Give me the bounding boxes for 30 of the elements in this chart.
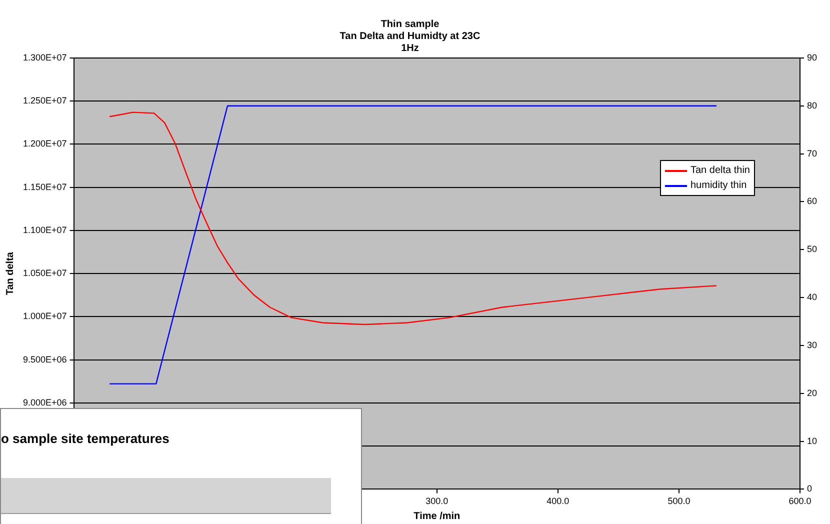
y2-tick-label: 20 [806, 388, 818, 398]
chart-title: Thin sample Tan Delta and Humidty at 23C 1Hz [340, 18, 480, 54]
y2-tick-label: 70 [806, 148, 818, 158]
y2-tick-label: 40 [806, 292, 818, 302]
y-tick-label: 9.500E+06 [22, 354, 67, 364]
y2-tick-label: 50 [806, 244, 818, 254]
y-axis-title: Tan delta [4, 252, 16, 296]
overlapping-window: o sample site temperatures [0, 408, 362, 524]
y2-tick-label: 60 [806, 196, 818, 206]
y-tick-label: 1.150E+07 [22, 182, 67, 192]
y-tick-label: 1.100E+07 [22, 224, 67, 235]
x-tick-label: 400.0 [546, 496, 570, 506]
y-tick-label: 1.200E+07 [22, 138, 67, 149]
x-tick-label: 600.0 [788, 496, 812, 506]
y2-tick-label: 80 [806, 100, 818, 110]
y2-tick-label: 0 [806, 484, 812, 494]
y-tick-label: 1.300E+07 [22, 52, 67, 62]
legend-label: Tan delta thin [690, 164, 750, 178]
legend-label: humidity thin [690, 179, 748, 193]
y-tick-label: 1.050E+07 [22, 268, 67, 278]
y-tick-label: 9.000E+06 [22, 397, 67, 408]
y2-tick-label: 10 [806, 436, 818, 446]
y2-tick-label: 90 [806, 52, 818, 62]
x-tick-label: 300.0 [426, 496, 448, 506]
y-tick-label: 1.000E+07 [22, 311, 67, 322]
annotation: o sample site temperatures [1, 431, 170, 446]
x-axis-title: Time /min [414, 510, 460, 522]
x-tick-label: 500.0 [668, 496, 690, 506]
y-tick-label: 1.250E+07 [22, 96, 67, 106]
y2-tick-label: 30 [806, 340, 818, 350]
